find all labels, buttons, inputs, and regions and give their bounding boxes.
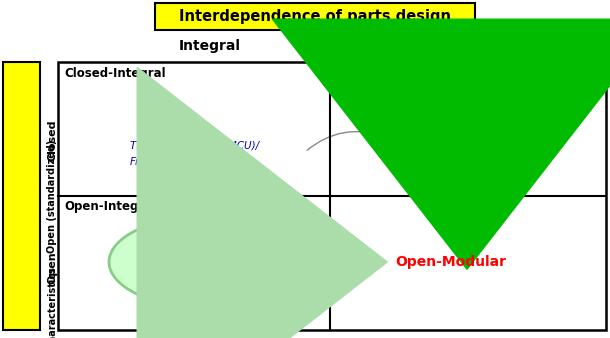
Text: Modular: Modular [428,39,492,53]
Text: Closed-Modular: Closed-Modular [497,67,600,80]
Text: Open-Integral: Open-Integral [64,200,156,213]
Text: パソコン: パソコン [440,128,493,148]
Text: Open-Modular: Open-Modular [395,255,506,269]
FancyBboxPatch shape [155,3,475,30]
FancyBboxPatch shape [3,62,40,330]
Text: Closed-Integral: Closed-Integral [64,67,166,80]
Text: Open (standardized): Open (standardized) [47,139,57,253]
Text: Open: Open [47,252,57,284]
Text: The Power of MPU(MCU)/: The Power of MPU(MCU)/ [130,140,259,150]
Text: Integral: Integral [179,39,241,53]
FancyArrowPatch shape [307,131,386,150]
Text: Characteristics: Characteristics [47,267,57,338]
Ellipse shape [383,91,551,186]
Text: Closed: Closed [47,119,57,161]
Ellipse shape [109,217,297,307]
FancyBboxPatch shape [58,62,606,330]
Text: 光ディスク製品: 光ディスク製品 [165,253,240,271]
Text: Interdependence of parts design: Interdependence of parts design [179,9,451,24]
Text: Firmware: Firmware [130,157,179,167]
